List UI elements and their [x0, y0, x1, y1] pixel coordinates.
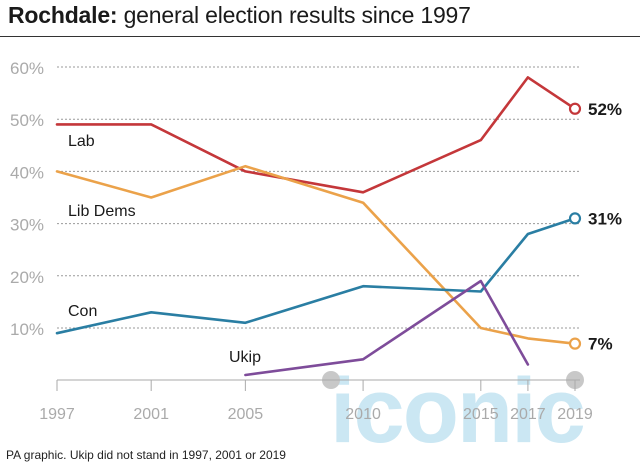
footnote: PA graphic. Ukip did not stand in 1997, … [6, 448, 286, 462]
x-tick-label: 2001 [133, 406, 169, 423]
series-lines: 52% 7% 31% [55, 76, 622, 377]
series-label-con: Con [68, 303, 97, 320]
title-bold: Rochdale: [8, 2, 118, 28]
end-marker-lab [568, 102, 582, 115]
series-line-lib-dems [55, 164, 577, 345]
x-tick-label: 2005 [228, 406, 264, 423]
y-tick-label: 10% [10, 320, 44, 339]
series-label-lab: Lab [68, 133, 95, 150]
watermark-text: iconic [330, 360, 584, 462]
x-tick-label: 2010 [345, 406, 381, 423]
title-divider [0, 36, 640, 37]
y-tick-label: 50% [10, 111, 44, 130]
end-value-label-lib-dems: 7% [588, 335, 613, 354]
y-tick-label: 40% [10, 163, 44, 182]
y-tick-label: 20% [10, 268, 44, 287]
y-tick-label: 30% [10, 216, 44, 235]
series-label-ukip: Ukip [229, 349, 261, 366]
y-axis: 10% 20% 30% 40% 50% 60% [10, 59, 44, 339]
gridlines [57, 66, 580, 381]
series-line-con [55, 217, 577, 335]
end-marker-con [568, 212, 582, 225]
series-line-lab [55, 76, 577, 194]
x-tick-label: 2017 [510, 406, 546, 423]
series-line-ukip [244, 279, 530, 377]
x-tick-label: 2019 [557, 406, 593, 423]
x-axis: 1997 2001 2005 2010 2015 2017 2019 [39, 380, 593, 423]
end-value-label-lab: 52% [588, 100, 622, 119]
title-rest: general election results since 1997 [117, 2, 471, 28]
chart-title: Rochdale: general election results since… [8, 2, 471, 29]
x-tick-label: 2015 [463, 406, 499, 423]
end-value-label-con: 31% [588, 209, 622, 228]
series-label-lib-dems: Lib Dems [68, 203, 136, 220]
x-tick-label: 1997 [39, 406, 75, 423]
y-tick-label: 60% [10, 59, 44, 78]
end-marker-lib-dems [568, 337, 582, 350]
series-labels: Lab Lib Dems Con Ukip [68, 133, 261, 366]
